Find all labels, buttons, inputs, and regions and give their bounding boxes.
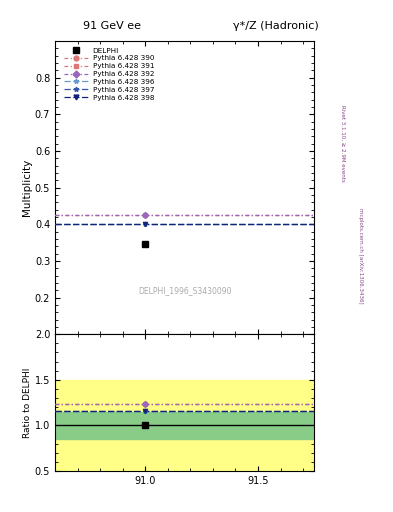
Bar [55,380,314,471]
Bar [55,412,314,439]
Legend: DELPHI, Pythia 6.428 390, Pythia 6.428 391, Pythia 6.428 392, Pythia 6.428 396, : DELPHI, Pythia 6.428 390, Pythia 6.428 3… [64,48,154,101]
Text: 91 GeV ee: 91 GeV ee [83,20,141,31]
Y-axis label: Multiplicity: Multiplicity [22,159,32,216]
Text: DELPHI_1996_S3430090: DELPHI_1996_S3430090 [138,286,231,295]
Text: γ*/Z (Hadronic): γ*/Z (Hadronic) [233,20,318,31]
Text: Rivet 3.1.10, ≥ 2.9M events: Rivet 3.1.10, ≥ 2.9M events [340,105,345,182]
Y-axis label: Ratio to DELPHI: Ratio to DELPHI [23,368,32,438]
Text: mcplots.cern.ch [arXiv:1306.3436]: mcplots.cern.ch [arXiv:1306.3436] [358,208,363,304]
